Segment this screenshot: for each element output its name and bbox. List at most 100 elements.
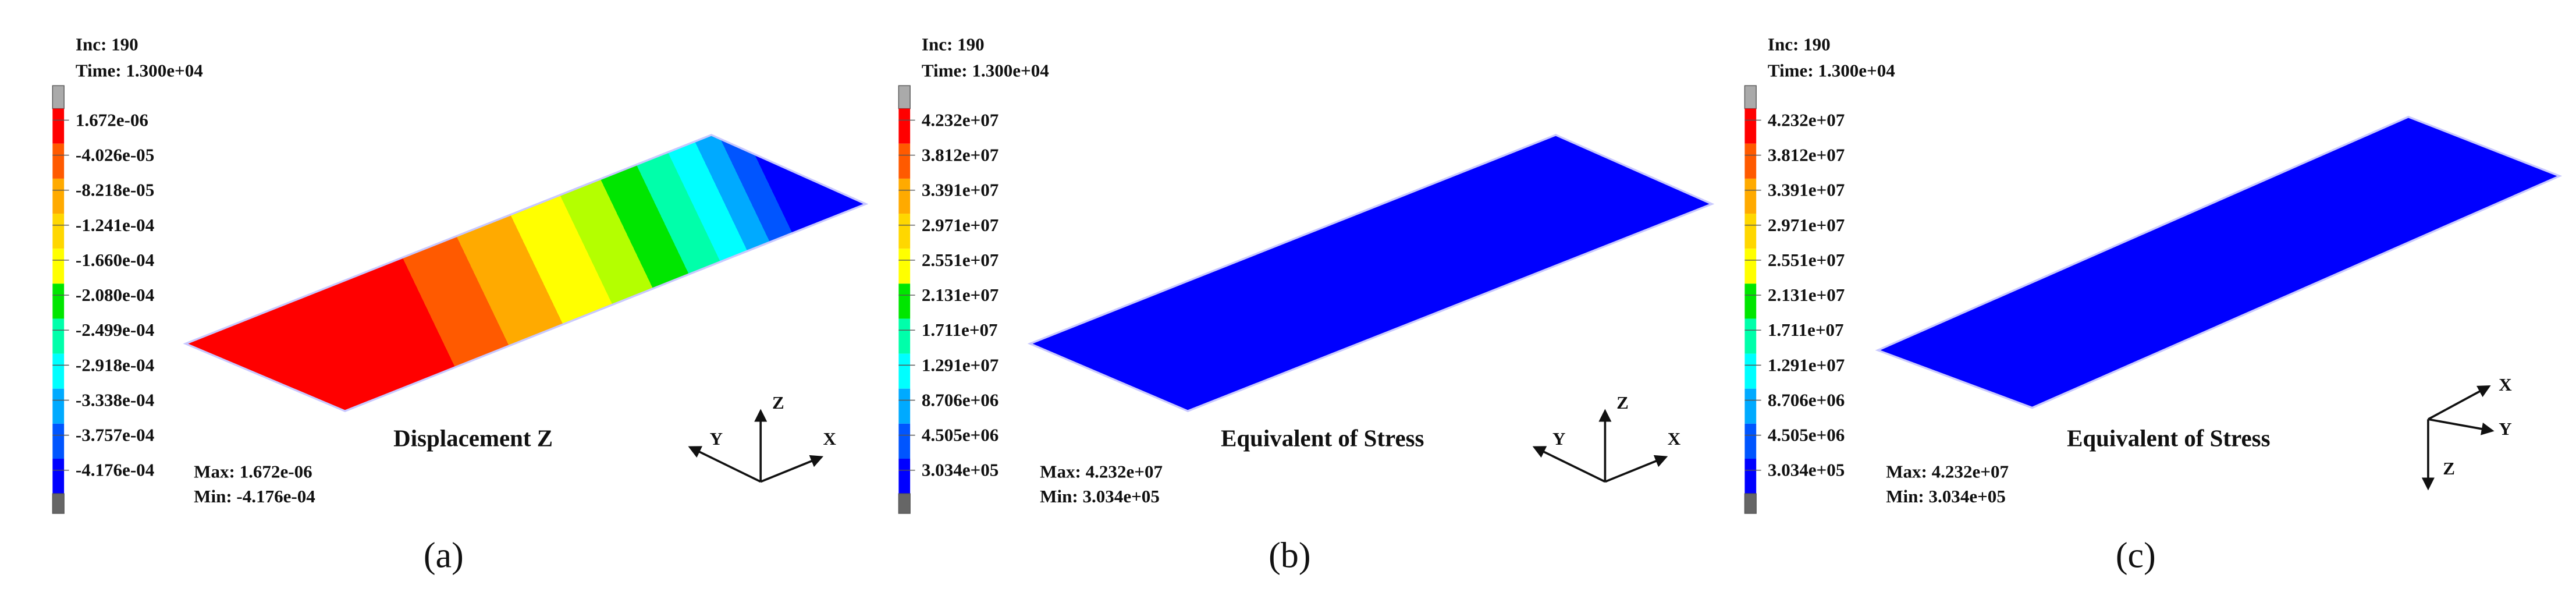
plate (1027, 133, 1715, 412)
legend-value: 1.711e+07 (922, 320, 998, 340)
max-label: Max: 4.232e+07 (1886, 462, 2009, 482)
colorbar-segment (1744, 249, 1757, 284)
legend-value: 2.131e+07 (922, 285, 999, 305)
axis-label: Y (710, 428, 723, 449)
legend-value: 4.232e+07 (1768, 109, 1845, 130)
min-label: Min: 3.034e+05 (1040, 486, 1160, 506)
colorbar-segment (52, 214, 65, 249)
colorbar-segment (898, 178, 911, 214)
legend-value: 1.672e-06 (76, 109, 148, 130)
legend-value: -3.757e-04 (76, 425, 154, 445)
colorbar-segment (898, 353, 911, 389)
legend-value: 3.391e+07 (1768, 180, 1845, 200)
colorbar-segment (898, 459, 911, 494)
legend-value: 8.706e+06 (922, 389, 999, 410)
legend-value: 3.391e+07 (922, 180, 999, 200)
colorbar-segment (898, 388, 911, 424)
inc-label: Inc: 190 (922, 34, 985, 54)
colorbar-segment (1744, 318, 1757, 354)
caption: (c) (2116, 536, 2156, 575)
time-label: Time: 1.300e+04 (76, 61, 203, 81)
colorbar-segment (52, 178, 65, 214)
axis-arrow (1604, 455, 1668, 483)
colorbar-segment (898, 143, 911, 179)
axis-arrow (2428, 418, 2495, 435)
axis-arrow (688, 446, 762, 483)
colorbar-segment (52, 353, 65, 389)
axis-arrow (2428, 385, 2491, 420)
colorbar-segment (52, 283, 65, 319)
result-title: Equivalent of Stress (2067, 425, 2270, 451)
time-label: Time: 1.300e+04 (922, 61, 1049, 81)
legend-value: -2.080e-04 (76, 285, 154, 305)
legend-value: -4.026e-05 (76, 144, 154, 165)
legend-value: 1.291e+07 (922, 355, 999, 375)
min-label: Min: -4.176e-04 (194, 486, 315, 506)
time-label: Time: 1.300e+04 (1768, 61, 1895, 81)
colorbar-segment (1744, 214, 1757, 249)
legend-value: 4.505e+06 (1768, 425, 1845, 445)
legend-value: 2.551e+07 (922, 250, 999, 270)
colorbar-segment (1744, 353, 1757, 389)
legend-value: 3.034e+05 (922, 460, 999, 480)
result-title: Displacement Z (393, 425, 553, 451)
legend-value: -1.241e-04 (76, 215, 154, 235)
legend-value: -8.218e-05 (76, 180, 154, 200)
colorbar-segment (1744, 388, 1757, 424)
inc-label: Inc: 190 (76, 34, 138, 54)
legend-value: 3.812e+07 (1768, 144, 1845, 165)
colorbar-segment (898, 108, 911, 144)
colorbar-segment (1744, 423, 1757, 459)
inc-label: Inc: 190 (1768, 34, 1831, 54)
legend-value: -1.660e-04 (76, 250, 154, 270)
colorbar-segment (52, 249, 65, 284)
axis-label: X (1668, 428, 1681, 449)
legend-value: 3.812e+07 (922, 144, 999, 165)
legend-value: -2.499e-04 (76, 320, 154, 340)
axis-label: Z (772, 392, 784, 413)
result-title: Equivalent of Stress (1221, 425, 1424, 451)
colorbar-segment (898, 318, 911, 354)
colorbar-segment (898, 283, 911, 319)
axis-label: Z (1616, 392, 1629, 413)
min-label: Min: 3.034e+05 (1886, 486, 2006, 506)
max-label: Max: 4.232e+07 (1040, 462, 1163, 482)
axis-arrow (1532, 446, 1606, 483)
colorbar-segment (1744, 108, 1757, 144)
colorbar-segment (52, 388, 65, 424)
colorbar-segment (898, 423, 911, 459)
legend-value: 2.971e+07 (1768, 215, 1845, 235)
colorbar-cap (898, 85, 911, 109)
axis-label: Y (1552, 428, 1565, 449)
legend-value: 8.706e+06 (1768, 389, 1845, 410)
axis-label: Z (2443, 458, 2455, 478)
legend-value: -4.176e-04 (76, 460, 154, 480)
colorbar-segment (898, 249, 911, 284)
plate (183, 133, 869, 412)
axis-arrow (760, 455, 824, 483)
legend-value: 2.971e+07 (922, 215, 999, 235)
colorbar-segment (52, 143, 65, 179)
legend-value: -2.918e-04 (76, 355, 154, 375)
caption: (b) (1269, 536, 1310, 575)
axis-label: X (823, 428, 836, 449)
legend-value: 2.551e+07 (1768, 250, 1845, 270)
colorbar-cap (898, 493, 911, 514)
colorbar-segment (1744, 178, 1757, 214)
legend-value: 1.291e+07 (1768, 355, 1845, 375)
legend-value: 3.034e+05 (1768, 460, 1845, 480)
legend-value: 1.711e+07 (1768, 320, 1844, 340)
colorbar-segment (898, 214, 911, 249)
legend-value: -3.338e-04 (76, 389, 154, 410)
colorbar-cap (1744, 493, 1757, 514)
colorbar-segment (52, 459, 65, 494)
colorbar-segment (1744, 283, 1757, 319)
colorbar-segment (52, 318, 65, 354)
legend-value: 4.232e+07 (922, 109, 999, 130)
max-label: Max: 1.672e-06 (194, 462, 312, 482)
caption: (a) (424, 536, 464, 575)
legend-value: 4.505e+06 (922, 425, 999, 445)
colorbar-cap (52, 85, 65, 109)
colorbar-cap (1744, 85, 1757, 109)
